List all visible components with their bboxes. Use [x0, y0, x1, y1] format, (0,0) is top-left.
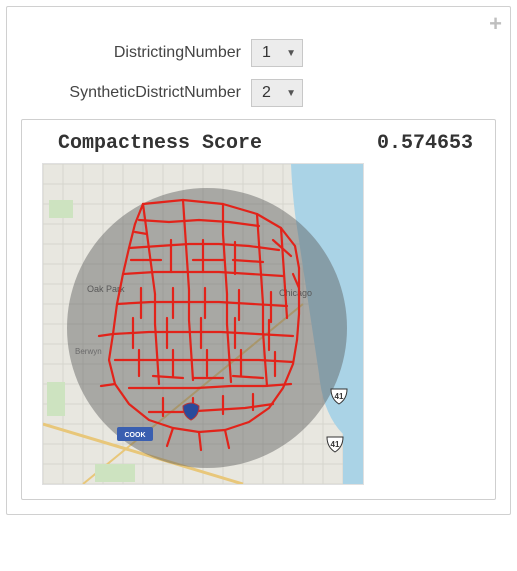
districting-value: 1: [262, 44, 271, 62]
score-value: 0.574653: [377, 132, 473, 155]
svg-text:COOK: COOK: [125, 432, 146, 439]
score-row: Compactness Score 0.574653: [34, 130, 483, 163]
add-icon[interactable]: +: [489, 13, 502, 35]
synthetic-dropdown[interactable]: 2 ▼: [251, 79, 303, 107]
districting-row: DistrictingNumber 1 ▼: [45, 39, 496, 67]
map-svg: Oak ParkChicagoBerwynCOOK4141: [43, 164, 363, 484]
score-label: Compactness Score: [58, 132, 262, 155]
synthetic-label: SyntheticDistrictNumber: [45, 84, 251, 102]
widget-panel: + DistrictingNumber 1 ▼ SyntheticDistric…: [6, 6, 511, 515]
svg-text:41: 41: [331, 440, 340, 449]
districting-label: DistrictingNumber: [45, 44, 251, 62]
svg-text:41: 41: [335, 392, 344, 401]
chevron-down-icon: ▼: [286, 48, 296, 59]
chevron-down-icon: ▼: [286, 88, 296, 99]
controls-group: DistrictingNumber 1 ▼ SyntheticDistrictN…: [45, 39, 496, 107]
output-box: Compactness Score 0.574653 Oak ParkChica…: [21, 119, 496, 500]
synthetic-value: 2: [262, 84, 271, 102]
map-visualization: Oak ParkChicagoBerwynCOOK4141: [42, 163, 364, 485]
districting-dropdown[interactable]: 1 ▼: [251, 39, 303, 67]
synthetic-row: SyntheticDistrictNumber 2 ▼: [45, 79, 496, 107]
